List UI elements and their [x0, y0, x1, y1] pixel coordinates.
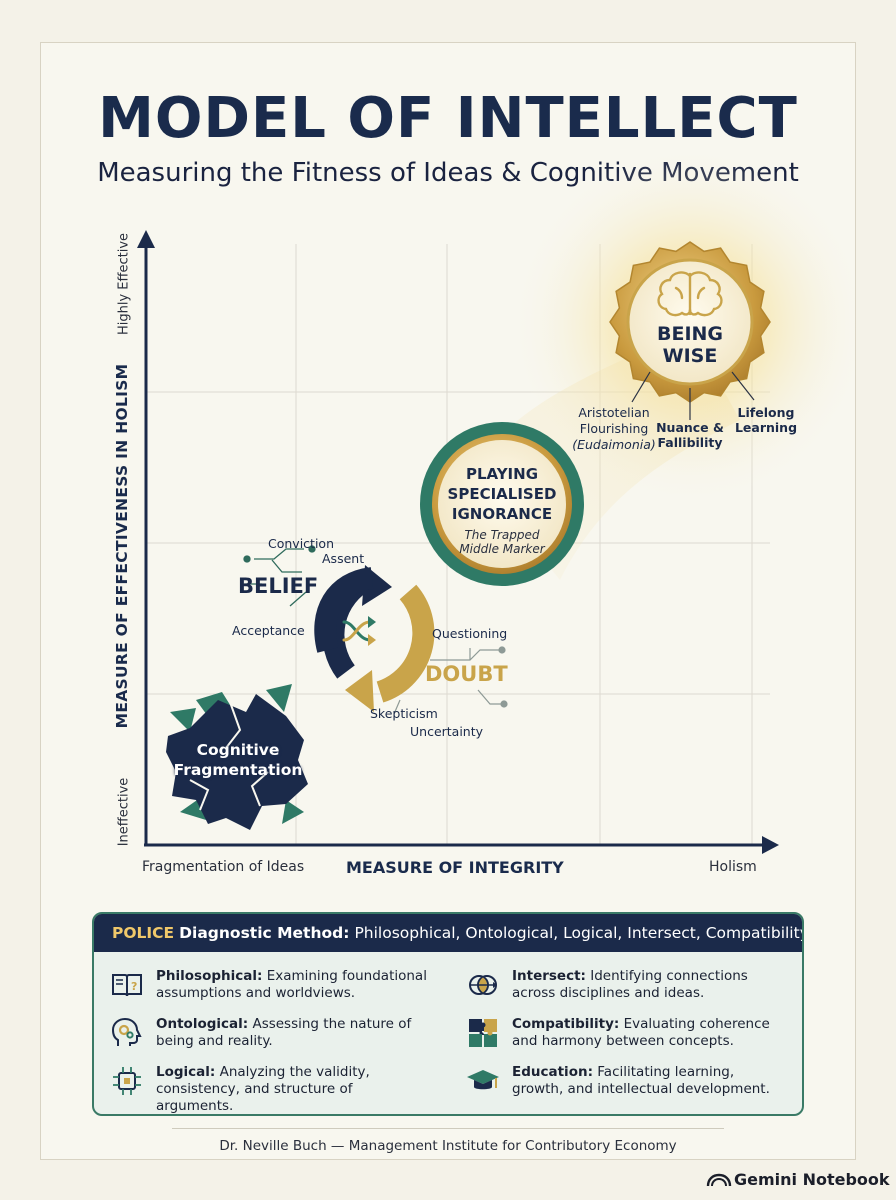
belief-label: BELIEF [238, 574, 319, 598]
venn-arrow-icon [469, 975, 497, 995]
police-heading: Diagnostic Method: [179, 924, 350, 942]
philosophical-desc: Examining foundational assumptions and w… [156, 968, 427, 1001]
doubt-term-questioning: Questioning [432, 626, 508, 641]
gemini-icon [706, 1173, 732, 1187]
brain-icon [657, 271, 723, 317]
circuit-chip-icon [113, 1067, 141, 1095]
x-axis-high-label: Holism [709, 859, 757, 875]
brand: Gemini Notebook [706, 1170, 890, 1189]
trapped-middle-note: The Trapped Middle Marker [442, 528, 562, 556]
branch-lifelong-line2: Learning [734, 420, 798, 435]
branch-flourishing-line3: (Eudaimonia) [572, 437, 656, 452]
logical-title: Logical: [156, 1064, 216, 1080]
doubt-label: DOUBT [425, 662, 508, 686]
axes [137, 230, 779, 854]
doubt-term-skepticism: Skepticism [370, 706, 438, 721]
shuffle-icon [342, 616, 376, 646]
police-panel-header: POLICE Diagnostic Method: Philosophical,… [94, 914, 802, 952]
intersect-desc: Identifying connections across disciplin… [512, 968, 748, 1001]
branch-flourishing-line2: Flourishing [579, 421, 649, 436]
philosophical-title: Philosophical: [156, 968, 263, 984]
police-components: Philosophical, Ontological, Logical, Int… [354, 924, 804, 942]
head-gears-icon [111, 1017, 142, 1046]
fragmentation-label: Cognitive Fragmentation [168, 740, 308, 780]
police-item-intersect: Intersect: Identifying connections acros… [466, 968, 786, 1002]
fragmentation-shards [166, 684, 308, 830]
belief-term-conviction: Conviction [268, 536, 334, 551]
doubt-term-uncertainty: Uncertainty [410, 724, 484, 739]
being-wise-label: BEING WISE [630, 323, 750, 367]
being-wise-line1: BEING [656, 323, 724, 345]
branch-nuance-line2: Fallibility [657, 435, 723, 450]
police-item-compatibility: Compatibility: Evaluating coherence and … [466, 1016, 786, 1050]
police-item-ontological: Ontological: Assessing the nature of bei… [110, 1016, 430, 1050]
specialised-line1: PLAYING [465, 465, 539, 483]
branch-lifelong-line1: Lifelong [737, 405, 795, 420]
x-axis-title: MEASURE OF INTEGRITY [346, 858, 564, 877]
specialised-line3: IGNORANCE [451, 505, 553, 523]
intersect-title: Intersect: [512, 968, 586, 984]
brand-name: Gemini Notebook [734, 1170, 890, 1189]
specialised-ignorance-label: PLAYING SPECIALISED IGNORANCE [432, 464, 572, 524]
y-axis-high-label: Highly Effective [116, 232, 132, 336]
footer-divider [172, 1128, 724, 1129]
graduation-cap-icon [467, 1070, 499, 1090]
specialised-line2: SPECIALISED [447, 485, 557, 503]
belief-term-acceptance: Acceptance [232, 623, 305, 638]
police-item-philosophical: ? Philosophical: Examining foundational … [110, 968, 430, 1002]
puzzle-icon [469, 1019, 497, 1047]
fragmentation-line1: Cognitive [196, 741, 280, 759]
police-acronym: POLICE [112, 924, 175, 942]
belief-term-assent: Assent [322, 551, 365, 566]
logical-desc: Analyzing the validity, consistency, and… [156, 1064, 370, 1114]
police-panel: POLICE Diagnostic Method: Philosophical,… [92, 912, 804, 1116]
belief-doubt-cycle [243, 545, 508, 715]
police-item-logical: Logical: Analyzing the validity, consist… [110, 1064, 430, 1114]
y-axis-title: MEASURE OF EFFECTIVENESS IN HOLISM [113, 363, 131, 729]
branch-lifelong: Lifelong Learning [728, 405, 804, 435]
ontological-desc: Assessing the nature of being and realit… [156, 1016, 412, 1049]
police-item-education: Education: Facilitating learning, growth… [466, 1064, 786, 1098]
compatibility-title: Compatibility: [512, 1016, 620, 1032]
branch-nuance: Nuance & Fallibility [652, 420, 728, 450]
being-wise-seal [609, 241, 771, 420]
svg-text:?: ? [131, 980, 137, 993]
fragmentation-line2: Fragmentation [173, 761, 303, 779]
branch-flourishing-line1: Aristotelian [578, 405, 650, 420]
trapped-note-line1: The Trapped [464, 528, 540, 542]
being-wise-line2: WISE [662, 345, 718, 367]
education-title: Education: [512, 1064, 593, 1080]
ontological-title: Ontological: [156, 1016, 249, 1032]
compatibility-desc: Evaluating coherence and harmony between… [512, 1016, 770, 1049]
branch-flourishing: Aristotelian Flourishing (Eudaimonia) [570, 405, 658, 453]
trapped-note-line2: Middle Marker [459, 542, 545, 556]
education-desc: Facilitating learning, growth, and intel… [512, 1064, 770, 1097]
branch-nuance-line1: Nuance & [656, 420, 724, 435]
x-axis-low-label: Fragmentation of Ideas [142, 859, 305, 875]
footer-credit: Dr. Neville Buch — Management Institute … [219, 1138, 677, 1154]
specialised-ignorance-medallion [420, 422, 584, 586]
open-book-icon: ? [112, 974, 142, 997]
page-title: MODEL OF INTELLECT [98, 86, 798, 151]
y-axis-low-label: Ineffective [116, 777, 132, 847]
